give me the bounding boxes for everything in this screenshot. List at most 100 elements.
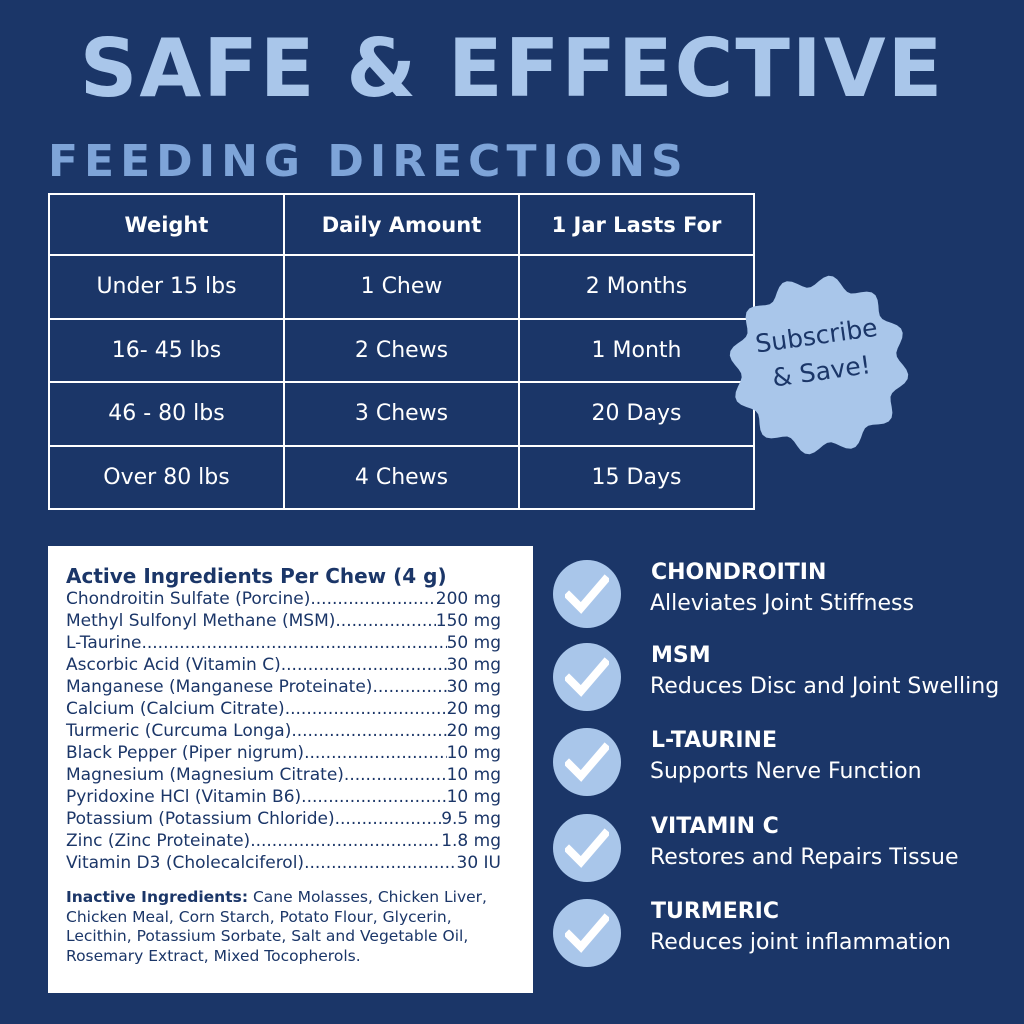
ingredient-name: L-Taurine [66, 633, 142, 653]
subscribe-badge-shape [729, 275, 909, 455]
inactive-label: Inactive Ingredients: [66, 888, 249, 906]
ingredients-list: Chondroitin Sulfate (Porcine)200 mgMethy… [66, 588, 515, 874]
cell: 2 Months [518, 254, 755, 320]
ingredient-row: Ascorbic Acid (Vitamin C) 30 mg [66, 654, 501, 676]
dot-leader [301, 786, 446, 808]
cell: 16- 45 lbs [48, 317, 285, 384]
inactive-ingredients: Inactive Ingredients: Cane Molasses, Chi… [66, 888, 521, 966]
cell: 3 Chews [283, 381, 520, 447]
benefit-item: CHONDROITIN Alleviates Joint Stiffness [553, 560, 1023, 630]
benefit-description: Alleviates Joint Stiffness [650, 591, 914, 616]
dot-leader [250, 830, 441, 852]
table-header-row: Weight Daily Amount 1 Jar Lasts For [48, 192, 755, 257]
ingredient-amount: 30 mg [446, 655, 501, 675]
ingredient-name: Zinc (Zinc Proteinate) [66, 831, 251, 851]
ingredient-row: Chondroitin Sulfate (Porcine) 200 mg [66, 588, 501, 610]
benefit-name: CHONDROITIN [651, 560, 827, 585]
ingredient-name: Methyl Sulfonyl Methane (MSM) [66, 611, 336, 631]
ingredient-name: Magnesium (Magnesium Citrate) [66, 765, 344, 785]
table-row: Over 80 lbs 4 Chews 15 Days [48, 444, 755, 511]
cell: 1 Month [518, 317, 755, 384]
header-jar-lasts: 1 Jar Lasts For [518, 192, 755, 257]
ingredient-name: Turmeric (Curcuma Longa) [66, 721, 292, 741]
header-weight: Weight [48, 192, 285, 257]
ingredient-row: Magnesium (Magnesium Citrate) 10 mg [66, 764, 501, 786]
ingredient-amount: 150 mg [435, 611, 501, 631]
check-icon [553, 728, 621, 796]
benefit-name: TURMERIC [651, 899, 780, 924]
ingredient-amount: 9.5 mg [441, 809, 501, 829]
dot-leader [304, 742, 447, 764]
ingredients-heading: Active Ingredients Per Chew (4 g) [66, 564, 447, 588]
ingredient-amount: 10 mg [446, 743, 501, 763]
ingredient-amount: 30 mg [446, 677, 501, 697]
ingredient-name: Chondroitin Sulfate (Porcine) [66, 589, 311, 609]
ingredient-amount: 20 mg [446, 721, 501, 741]
ingredient-row: Manganese (Manganese Proteinate) 30 mg [66, 676, 501, 698]
ingredient-amount: 10 mg [446, 765, 501, 785]
inactive-text: Cane Molasses, Chicken Liver, Chicken Me… [66, 888, 487, 965]
table-row: Under 15 lbs 1 Chew 2 Months [48, 254, 755, 320]
ingredient-row: L-Taurine 50 mg [66, 632, 501, 654]
cell: 1 Chew [283, 254, 520, 320]
ingredient-row: Methyl Sulfonyl Methane (MSM) 150 mg [66, 610, 501, 632]
ingredient-row: Turmeric (Curcuma Longa) 20 mg [66, 720, 501, 742]
dot-leader [310, 588, 435, 610]
ingredient-row: Zinc (Zinc Proteinate) 1.8 mg [66, 830, 501, 852]
dot-leader [304, 852, 456, 874]
ingredient-row: Potassium (Potassium Chloride) 9.5 mg [66, 808, 501, 830]
cell: 15 Days [518, 444, 755, 511]
table-row: 16- 45 lbs 2 Chews 1 Month [48, 317, 755, 384]
ingredient-name: Potassium (Potassium Chloride) [66, 809, 335, 829]
cell: Over 80 lbs [48, 444, 285, 511]
benefit-name: VITAMIN C [651, 814, 779, 839]
badge-wavy-circle [729, 275, 909, 455]
ingredient-name: Ascorbic Acid (Vitamin C) [66, 655, 281, 675]
cell: 4 Chews [283, 444, 520, 511]
check-icon [553, 814, 621, 882]
benefit-item: MSM Reduces Disc and Joint Swelling [553, 643, 1023, 713]
dot-leader [291, 720, 446, 742]
ingredient-amount: 10 mg [446, 787, 501, 807]
cell: 20 Days [518, 381, 755, 447]
dot-leader [281, 654, 447, 676]
ingredient-name: Manganese (Manganese Proteinate) [66, 677, 373, 697]
ingredient-amount: 20 mg [446, 699, 501, 719]
dot-leader [335, 808, 442, 830]
ingredients-panel: Active Ingredients Per Chew (4 g) Chondr… [48, 546, 533, 993]
benefit-description: Reduces joint inflammation [650, 930, 951, 955]
header-daily-amount: Daily Amount [283, 192, 520, 257]
dot-leader [285, 698, 447, 720]
ingredient-row: Vitamin D3 (Cholecalciferol) 30 IU [66, 852, 501, 874]
benefit-description: Reduces Disc and Joint Swelling [650, 674, 1000, 699]
check-icon [553, 643, 621, 711]
benefit-name: MSM [651, 643, 711, 668]
ingredient-name: Black Pepper (Piper nigrum) [66, 743, 305, 763]
check-icon [553, 560, 621, 628]
benefit-description: Restores and Repairs Tissue [650, 845, 959, 870]
cell: 2 Chews [283, 317, 520, 384]
dot-leader [372, 676, 446, 698]
ingredient-name: Pyridoxine HCl (Vitamin B6) [66, 787, 302, 807]
benefit-item: VITAMIN C Restores and Repairs Tissue [553, 814, 1023, 884]
check-icon [553, 899, 621, 967]
ingredient-amount: 30 IU [456, 853, 502, 873]
dot-leader [141, 632, 446, 654]
dot-leader [335, 610, 435, 632]
ingredient-row: Calcium (Calcium Citrate) 20 mg [66, 698, 501, 720]
ingredient-amount: 50 mg [446, 633, 501, 653]
benefit-item: L-TAURINE Supports Nerve Function [553, 728, 1023, 798]
ingredient-amount: 1.8 mg [441, 831, 501, 851]
benefit-item: TURMERIC Reduces joint inflammation [553, 899, 1023, 969]
cell: Under 15 lbs [48, 254, 285, 320]
page-title: SAFE & EFFECTIVE [79, 22, 945, 115]
ingredient-name: Vitamin D3 (Cholecalciferol) [66, 853, 305, 873]
ingredient-row: Black Pepper (Piper nigrum) 10 mg [66, 742, 501, 764]
ingredient-name: Calcium (Calcium Citrate) [66, 699, 285, 719]
table-row: 46 - 80 lbs 3 Chews 20 Days [48, 381, 755, 447]
ingredient-amount: 200 mg [435, 589, 501, 609]
dot-leader [344, 764, 447, 786]
ingredient-row: Pyridoxine HCl (Vitamin B6) 10 mg [66, 786, 501, 808]
section-title: FEEDING DIRECTIONS [48, 136, 689, 187]
feeding-table: Weight Daily Amount 1 Jar Lasts For Unde… [48, 192, 755, 511]
